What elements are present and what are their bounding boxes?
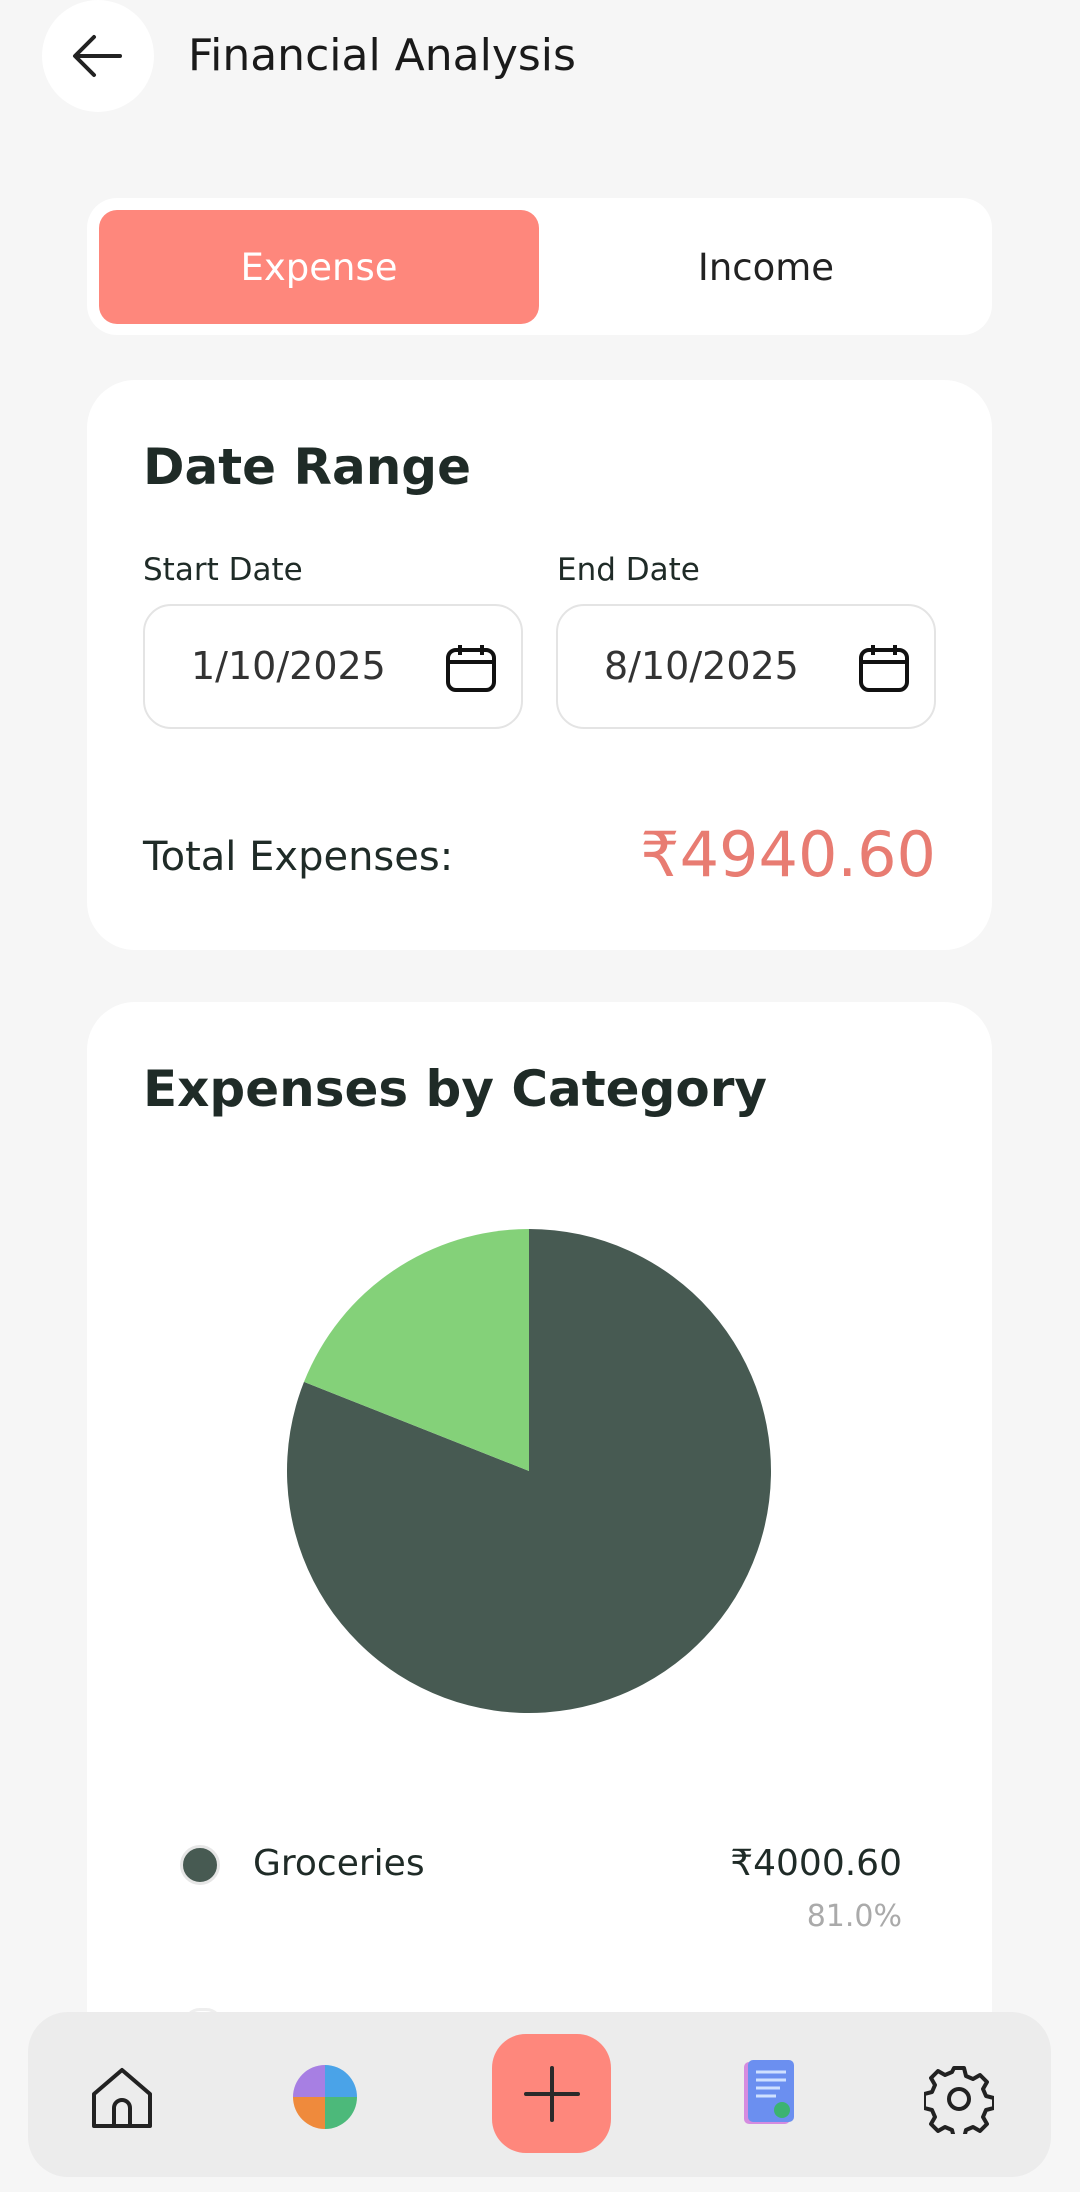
add-button[interactable] [492, 2034, 611, 2153]
tab-bar: Expense Income [87, 198, 992, 335]
start-date-value: 1/10/2025 [191, 644, 386, 688]
start-label: Start Date [143, 552, 303, 588]
tab-income[interactable]: Income [697, 245, 835, 289]
home-icon[interactable] [88, 2064, 156, 2132]
end-date-input[interactable]: 8/10/2025 [556, 604, 936, 729]
analysis-icon[interactable] [291, 2063, 359, 2131]
tab-expense[interactable]: Expense [99, 210, 539, 324]
date-range-card: Date Range Start Date End Date 1/10/2025… [87, 380, 992, 950]
pie-slice [303, 1229, 529, 1471]
calendar-icon [859, 645, 909, 692]
legend-dot [180, 1845, 220, 1885]
legend-percent: 81.0% [806, 1899, 902, 1934]
total-label: Total Expenses: [143, 834, 454, 880]
pie-slice [287, 1229, 772, 1713]
back-icon [73, 35, 122, 77]
report-icon[interactable] [738, 2058, 798, 2130]
card-title: Date Range [143, 438, 472, 496]
legend-label: Groceries [253, 1843, 425, 1884]
pie-chart [287, 1229, 772, 1713]
total-value: ₹4940.60 [640, 818, 936, 891]
category-card: Expenses by Category Groceries ₹4000.60 81… [87, 1002, 992, 2102]
legend-amount: ₹4000.60 [730, 1843, 902, 1884]
bottom-nav [28, 2012, 1051, 2177]
plus-icon [523, 2065, 580, 2122]
end-label: End Date [557, 552, 700, 588]
card-title: Expenses by Category [143, 1060, 767, 1118]
calendar-icon [446, 645, 496, 692]
back-button[interactable] [42, 0, 154, 112]
start-date-input[interactable]: 1/10/2025 [143, 604, 523, 729]
page-title: Financial Analysis [188, 30, 576, 81]
end-date-value: 8/10/2025 [604, 644, 799, 688]
settings-icon[interactable] [924, 2064, 994, 2134]
